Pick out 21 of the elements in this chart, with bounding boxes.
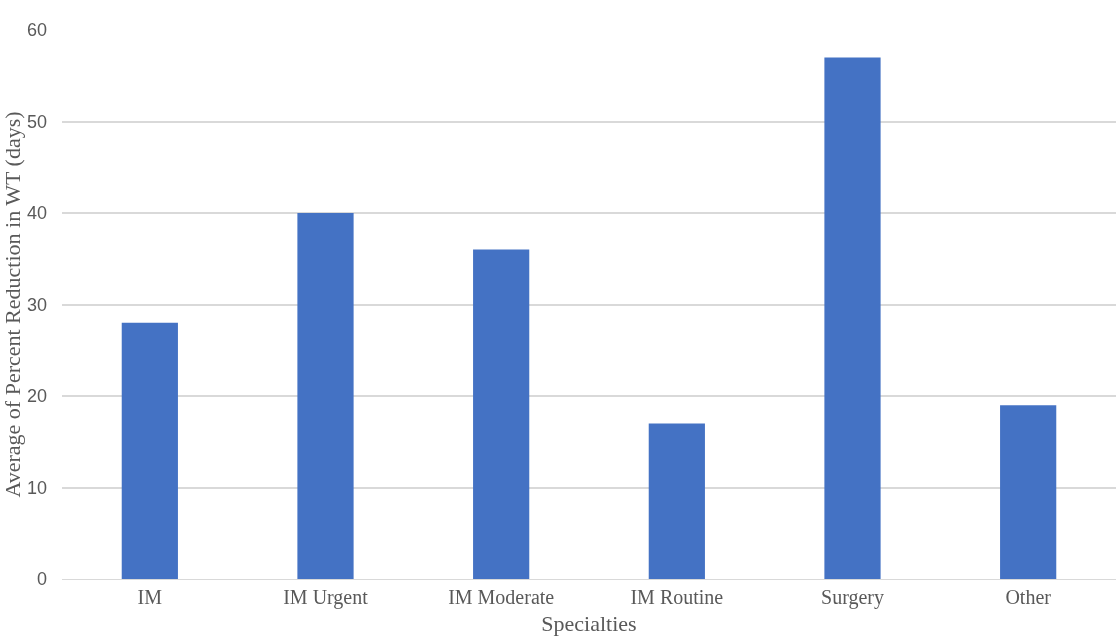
bar: [648, 423, 705, 579]
y-tick-label: 60: [26, 20, 47, 41]
bar: [121, 322, 178, 579]
y-tick-label: 10: [26, 477, 47, 498]
x-tick-label: IM Moderate: [448, 586, 555, 608]
bar: [824, 57, 881, 579]
x-tick-label: Other: [1005, 586, 1052, 608]
y-tick-label: 0: [36, 569, 47, 590]
y-tick-label: 30: [26, 294, 47, 315]
bar: [297, 213, 354, 579]
x-tick-label: IM Urgent: [283, 586, 369, 609]
y-tick-label: 40: [26, 203, 47, 224]
y-axis-title: Average of Percent Reduction in WT (days): [0, 111, 25, 498]
bar: [1000, 405, 1057, 579]
y-tick-label: 20: [26, 386, 47, 407]
y-tick-label: 50: [26, 111, 47, 132]
bar: [473, 249, 530, 579]
x-axis-title: Specialties: [541, 611, 637, 636]
x-tick-label: IM: [137, 586, 163, 608]
x-tick-label: Surgery: [821, 586, 884, 609]
x-tick-label: IM Routine: [630, 586, 724, 608]
